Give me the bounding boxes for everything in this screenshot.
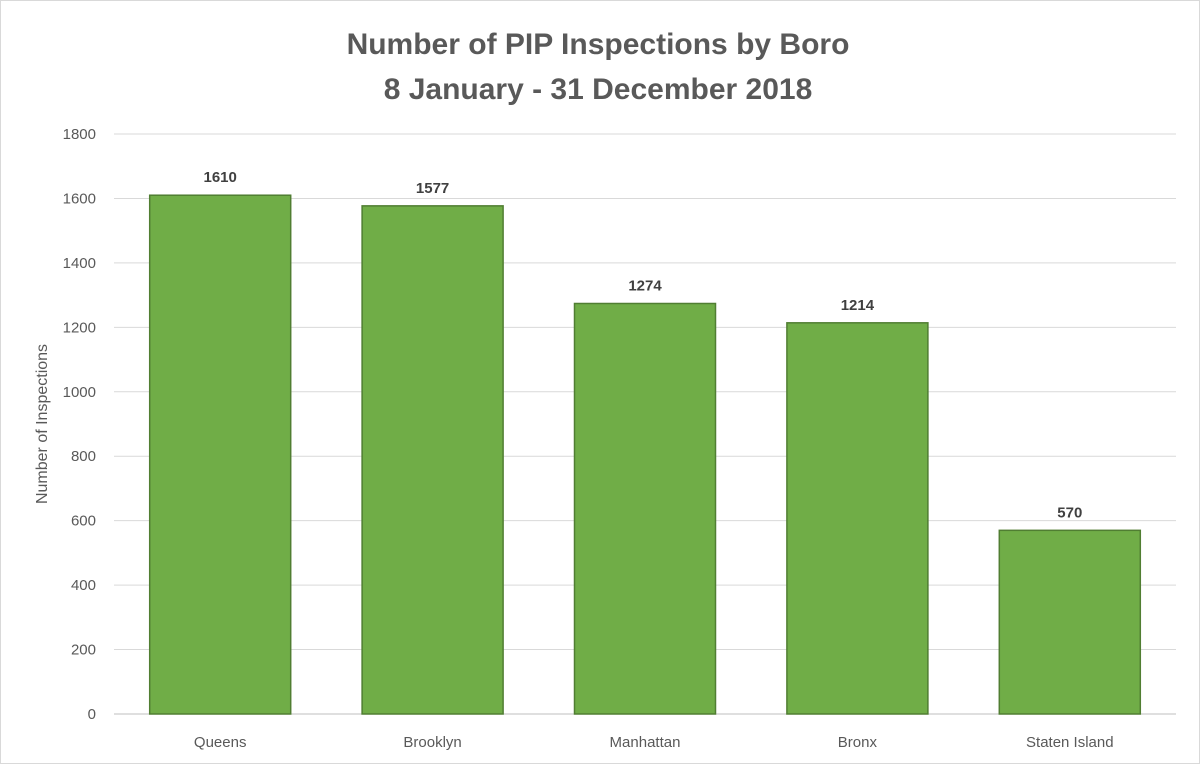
chart-title: Number of PIP Inspections by Boro <box>347 28 850 61</box>
bar <box>361 205 504 715</box>
data-label: 1274 <box>628 277 662 294</box>
y-tick-label: 800 <box>71 448 96 465</box>
data-label: 1577 <box>416 180 449 197</box>
x-tick-label: Staten Island <box>1026 734 1114 751</box>
x-tick-label: Manhattan <box>610 734 681 751</box>
y-axis-title: Number of Inspections <box>34 344 51 504</box>
y-tick-label: 1000 <box>63 384 96 401</box>
bar <box>148 194 292 715</box>
bars <box>148 194 1142 715</box>
y-tick-label: 1800 <box>63 126 96 143</box>
y-tick-label: 200 <box>71 642 96 659</box>
x-tick-label: Queens <box>194 734 247 751</box>
chart-subtitle: 8 January - 31 December 2018 <box>384 73 813 106</box>
y-tick-label: 1600 <box>63 190 96 207</box>
data-label: 1214 <box>841 297 875 314</box>
y-tick-label: 0 <box>88 706 96 723</box>
data-label: 570 <box>1057 504 1082 521</box>
x-tick-label: Bronx <box>838 734 878 751</box>
bar <box>573 302 717 715</box>
x-axis-ticks: Queens Brooklyn Manhattan Bronx Staten Islan… <box>194 734 1114 751</box>
y-tick-label: 1200 <box>63 319 96 336</box>
y-tick-label: 400 <box>71 577 96 594</box>
data-labels: 1610 1577 1274 1214 570 <box>204 169 1083 521</box>
data-label: 1610 <box>204 169 237 186</box>
y-tick-label: 600 <box>71 513 96 530</box>
bar <box>786 322 929 715</box>
x-tick-label: Brooklyn <box>403 734 461 751</box>
y-tick-label: 1400 <box>63 255 96 272</box>
bar <box>998 529 1142 715</box>
y-axis-ticks: 0 200 400 600 800 1000 1200 1400 1600 1800 <box>63 126 96 723</box>
